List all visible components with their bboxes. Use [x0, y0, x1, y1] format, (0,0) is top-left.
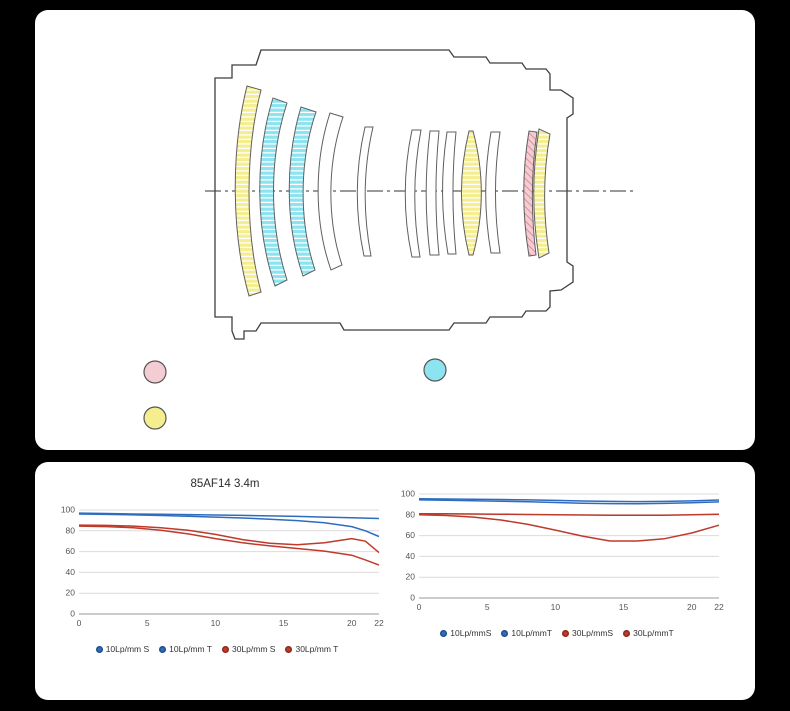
- y-tick-label: 20: [406, 572, 416, 582]
- lens-element-clear-2: [356, 126, 374, 257]
- lens-element-clear-5: [442, 131, 457, 255]
- legend-item: 30Lp/mm T: [285, 644, 338, 654]
- y-tick-label: 100: [401, 489, 415, 499]
- lens-element-cyan-2: [288, 106, 317, 277]
- series-line: [78, 525, 380, 566]
- y-tick-label: 80: [406, 509, 416, 519]
- legend-marker: [285, 645, 293, 653]
- series-line: [418, 497, 720, 503]
- y-tick-label: 100: [61, 505, 75, 515]
- legend-item: 10Lp/mm S: [95, 644, 150, 654]
- x-tick-label: 0: [417, 602, 422, 612]
- lens-element-clear-4: [425, 130, 440, 256]
- chart-title: 85AF14 3.4m: [190, 478, 260, 490]
- lens-cross-section: [143, 49, 635, 430]
- series-line: [419, 513, 720, 517]
- series-line: [418, 499, 720, 505]
- x-tick-label: 10: [211, 618, 221, 628]
- series-line: [78, 524, 380, 554]
- lens-diagram-panel: [35, 10, 755, 450]
- x-tick-label: 15: [619, 602, 629, 612]
- legend-item: 10Lp/mmS: [440, 628, 491, 638]
- legend-label: 30Lp/mmT: [633, 628, 674, 638]
- legend-item: 30Lp/mmS: [562, 628, 613, 638]
- lens-element-clear-6: [485, 131, 501, 254]
- legend-label: 10Lp/mm S: [105, 644, 150, 654]
- chart-legend: 10Lp/mmS 10Lp/mmT 30Lp/mmS 30Lp/mmT: [389, 628, 725, 638]
- legend-marker: [440, 629, 448, 637]
- series-line: [78, 512, 380, 520]
- legend-item: 10Lp/mmT: [501, 628, 552, 638]
- x-tick-label: 5: [145, 618, 150, 628]
- legend-label: 10Lp/mm T: [169, 644, 212, 654]
- series-line: [418, 514, 720, 542]
- y-tick-label: 80: [66, 525, 76, 535]
- legend-swatch-pink: [143, 360, 167, 384]
- y-tick-label: 60: [406, 530, 416, 540]
- lens-element-clear-3: [404, 129, 422, 258]
- legend-item: 30Lp/mmT: [623, 628, 674, 638]
- x-tick-label: 0: [77, 618, 82, 628]
- x-tick-label: 20: [347, 618, 357, 628]
- y-tick-label: 0: [410, 593, 415, 603]
- mtf-plot-right: 0 20 40 60 80 100 0 5 10 15 20 22: [401, 489, 724, 613]
- legend-marker: [623, 629, 631, 637]
- x-tick-label: 22: [374, 618, 384, 628]
- x-tick-label: 15: [279, 618, 289, 628]
- legend-marker: [501, 629, 509, 637]
- x-tick-label: 20: [687, 602, 697, 612]
- x-tick-label: 10: [551, 602, 561, 612]
- lens-element-yellow-front: [234, 85, 262, 297]
- legend-marker: [159, 645, 167, 653]
- mtf-chart-right: 0 20 40 60 80 100 0 5 10 15 20 22 10Lp/mmS 10Lp/mmT 3…: [389, 478, 725, 639]
- y-tick-label: 20: [66, 588, 76, 598]
- y-tick-label: 0: [70, 609, 75, 619]
- x-tick-label: 5: [485, 602, 490, 612]
- legend-label: 10Lp/mmT: [511, 628, 552, 638]
- legend-marker: [562, 629, 569, 637]
- lens-barrel-outline: [214, 49, 574, 340]
- y-tick-label: 40: [66, 567, 76, 577]
- mtf-chart-left: 85AF14 3.4m 0 20 40 60 80 100 0 5 10 15 20 22 10Lp/…: [49, 478, 385, 654]
- legend-label: 30Lp/mm S: [232, 644, 276, 654]
- series-line: [78, 513, 380, 538]
- lens-element-yellow-rear: [533, 128, 551, 259]
- y-tick-label: 40: [406, 551, 416, 561]
- legend-swatch-cyan: [423, 358, 447, 382]
- x-tick-label: 22: [714, 602, 724, 612]
- lens-element-yellow-mid: [461, 130, 482, 256]
- y-tick-label: 60: [66, 546, 76, 556]
- mtf-plot-left: 0 20 40 60 80 100 0 5 10 15 20 22: [61, 505, 384, 629]
- legend-label: 30Lp/mm T: [295, 644, 339, 654]
- lens-element-cyan-1: [259, 97, 288, 287]
- legend-item: 10Lp/mm T: [159, 644, 212, 654]
- lens-element-clear-1: [317, 112, 344, 271]
- legend-item: 30Lp/mm S: [222, 644, 275, 654]
- legend-label: 30Lp/mmS: [572, 628, 614, 638]
- lens-element-pink-rear: [523, 130, 538, 257]
- chart-title: [389, 478, 725, 488]
- mtf-charts-panel: 85AF14 3.4m 0 20 40 60 80 100 0 5 10 15 20 22 10Lp/…: [35, 462, 755, 700]
- legend-swatch-yellow: [143, 406, 167, 430]
- legend-label: 10Lp/mmS: [450, 628, 492, 638]
- legend-marker: [222, 645, 229, 653]
- legend-marker: [95, 645, 103, 653]
- chart-legend: 10Lp/mm S 10Lp/mm T 30Lp/mm S 30Lp/mm T: [49, 644, 385, 654]
